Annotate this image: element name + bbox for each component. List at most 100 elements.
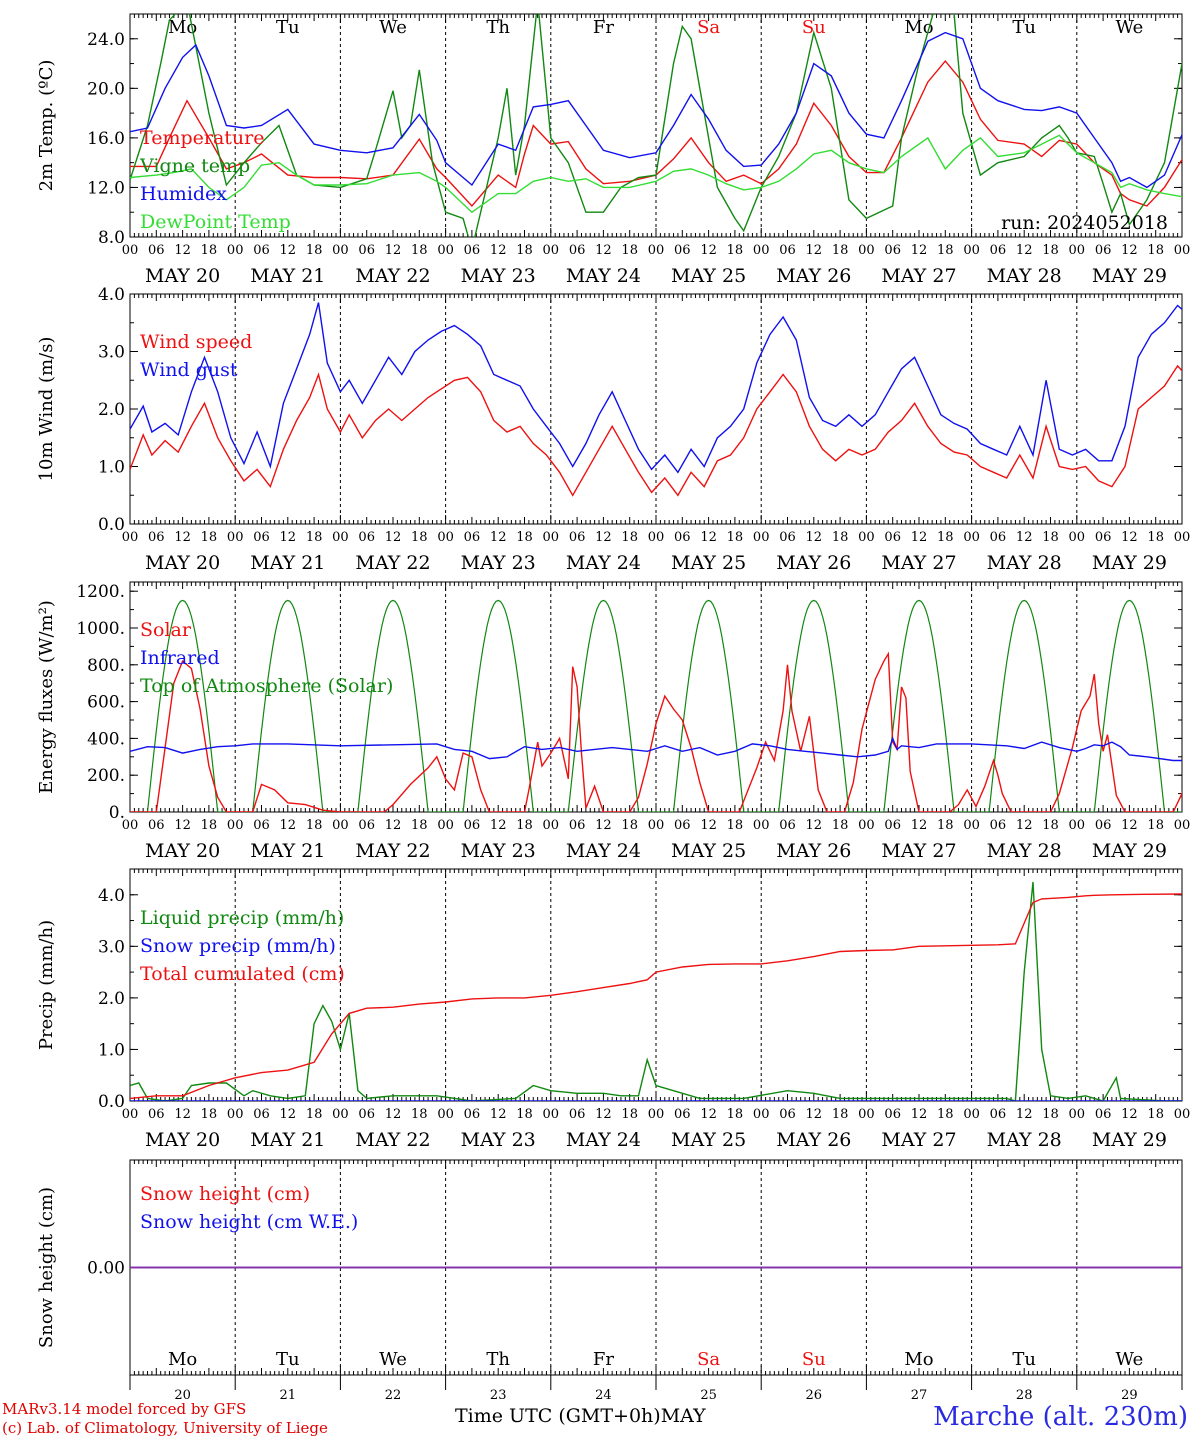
legend-entry: Vigne temp — [139, 155, 250, 177]
x-hour-label: 12 — [911, 243, 928, 258]
weekday-label: Tu — [276, 1349, 300, 1370]
x-hour-label: 00 — [858, 818, 875, 833]
legend-entry: Humidex — [140, 183, 227, 205]
x-hour-label: 00 — [753, 1107, 770, 1122]
time-axis-label-text: Time UTC (GMT+0h) — [455, 1405, 661, 1427]
x-hour-label: 18 — [727, 818, 744, 833]
x-hour-label: 12 — [1016, 1107, 1033, 1122]
x-hour-label: 00 — [543, 243, 560, 258]
y-tick-label: 1.0 — [98, 1040, 125, 1060]
date-label: MAY 26 — [776, 840, 851, 862]
x-hour-label: 12 — [595, 1107, 612, 1122]
x-hour-label: 18 — [306, 1107, 323, 1122]
date-label: MAY 25 — [671, 1129, 746, 1151]
series-wind-gust-line — [130, 302, 1182, 474]
weekday-label: Tu — [1012, 17, 1036, 38]
legend-entry: Solar — [140, 619, 192, 641]
x-hour-label: 06 — [148, 243, 165, 258]
date-label: MAY 20 — [145, 840, 220, 862]
x-hour-label: 12 — [1121, 243, 1138, 258]
panel-3: 0. 200. 400. 600. 800. 1000. 1200. Energy fluxe… — [36, 581, 1190, 862]
y-axis-label: Snow height (cm) — [36, 1187, 57, 1348]
x-hour-label: 12 — [911, 530, 928, 545]
x-hour-label: 18 — [832, 243, 849, 258]
series-infrared-line — [130, 736, 1182, 762]
y-tick-label: 0.0 — [98, 515, 125, 535]
time-axis-label: Time UTC (GMT+0h)MAY — [455, 1405, 706, 1427]
x-hour-label: 18 — [201, 243, 218, 258]
x-hour-label: 12 — [595, 530, 612, 545]
legend-entry: DewPoint Temp — [140, 211, 291, 233]
date-label: MAY 20 — [145, 1129, 220, 1151]
x-hour-label: 18 — [937, 1107, 954, 1122]
day-number-label: 21 — [280, 1388, 297, 1403]
x-hour-label: 06 — [464, 818, 481, 833]
x-hour-label: 06 — [569, 243, 586, 258]
x-hour-label: 00 — [122, 530, 139, 545]
weekday-label: Mo — [168, 17, 197, 38]
y-tick-label: 12.0 — [87, 178, 125, 198]
x-hour-label: 12 — [911, 1107, 928, 1122]
x-hour-label: 12 — [1121, 530, 1138, 545]
x-hour-label: 06 — [464, 243, 481, 258]
run-label: run: 2024052018 — [1001, 212, 1168, 234]
x-hour-label: 12 — [385, 530, 402, 545]
x-hour-label: 18 — [1042, 530, 1059, 545]
weekday-label: We — [1116, 1349, 1144, 1370]
x-hour-label: 12 — [806, 530, 823, 545]
y-tick-label: 16.0 — [87, 129, 125, 149]
x-hour-label: 00 — [1174, 243, 1191, 258]
x-hour-label: 00 — [1174, 1107, 1191, 1122]
date-label: MAY 29 — [1092, 265, 1167, 287]
x-hour-label: 06 — [569, 818, 586, 833]
x-hour-label: 12 — [700, 243, 717, 258]
x-hour-label: 12 — [700, 530, 717, 545]
x-hour-label: 06 — [990, 1107, 1007, 1122]
plot-frame — [129, 13, 1183, 238]
y-tick-label: 1.0 — [98, 458, 125, 478]
x-hour-label: 00 — [858, 530, 875, 545]
day-number-label: 20 — [174, 1388, 191, 1403]
x-hour-label: 18 — [201, 818, 218, 833]
x-hour-label: 18 — [1042, 818, 1059, 833]
y-tick-label: 1200. — [76, 582, 125, 602]
series-total-cumulated-cm-line — [130, 893, 1182, 1100]
x-hour-label: 06 — [148, 1107, 165, 1122]
x-hour-label: 18 — [306, 530, 323, 545]
x-hour-label: 18 — [1147, 818, 1164, 833]
x-hour-label: 00 — [963, 530, 980, 545]
x-hour-label: 00 — [332, 243, 349, 258]
weekday-label: Tu — [1012, 1349, 1036, 1370]
date-label: MAY 25 — [671, 840, 746, 862]
y-tick-label: 1000. — [76, 619, 125, 639]
x-hour-label: 12 — [1016, 530, 1033, 545]
x-hour-label: 06 — [779, 243, 796, 258]
series-humidex-line — [130, 31, 1182, 189]
x-hour-label: 00 — [543, 818, 560, 833]
x-hour-label: 06 — [464, 530, 481, 545]
x-hour-label: 00 — [437, 1107, 454, 1122]
x-hour-label: 12 — [280, 243, 297, 258]
x-hour-label: 18 — [201, 530, 218, 545]
x-hour-label: 06 — [253, 530, 270, 545]
x-hour-label: 18 — [727, 243, 744, 258]
x-hour-label: 00 — [1069, 530, 1086, 545]
x-hour-label: 18 — [832, 818, 849, 833]
weekday-label: Mo — [904, 1349, 933, 1370]
x-hour-label: 00 — [963, 243, 980, 258]
y-tick-label: 0.00 — [87, 1259, 125, 1279]
x-hour-label: 18 — [937, 243, 954, 258]
panel-2: 0.0 1.0 2.0 3.0 4.0 10m Wind (m/s) 00 06 12 18 00 0… — [36, 285, 1190, 574]
x-hour-label: 06 — [358, 243, 375, 258]
x-hour-label: 00 — [648, 818, 665, 833]
x-hour-label: 06 — [253, 243, 270, 258]
x-hour-label: 12 — [385, 1107, 402, 1122]
weekday-label: We — [1116, 17, 1144, 38]
x-hour-label: 00 — [227, 243, 244, 258]
x-hour-label: 18 — [832, 530, 849, 545]
x-hour-label: 06 — [674, 1107, 691, 1122]
weekday-label: Sa — [697, 1349, 720, 1370]
model-credit-line2: (c) Lab. of Climatology, University of L… — [2, 1419, 328, 1437]
legend-entry: Wind gust — [140, 359, 238, 381]
day-number-label: 27 — [911, 1388, 928, 1403]
